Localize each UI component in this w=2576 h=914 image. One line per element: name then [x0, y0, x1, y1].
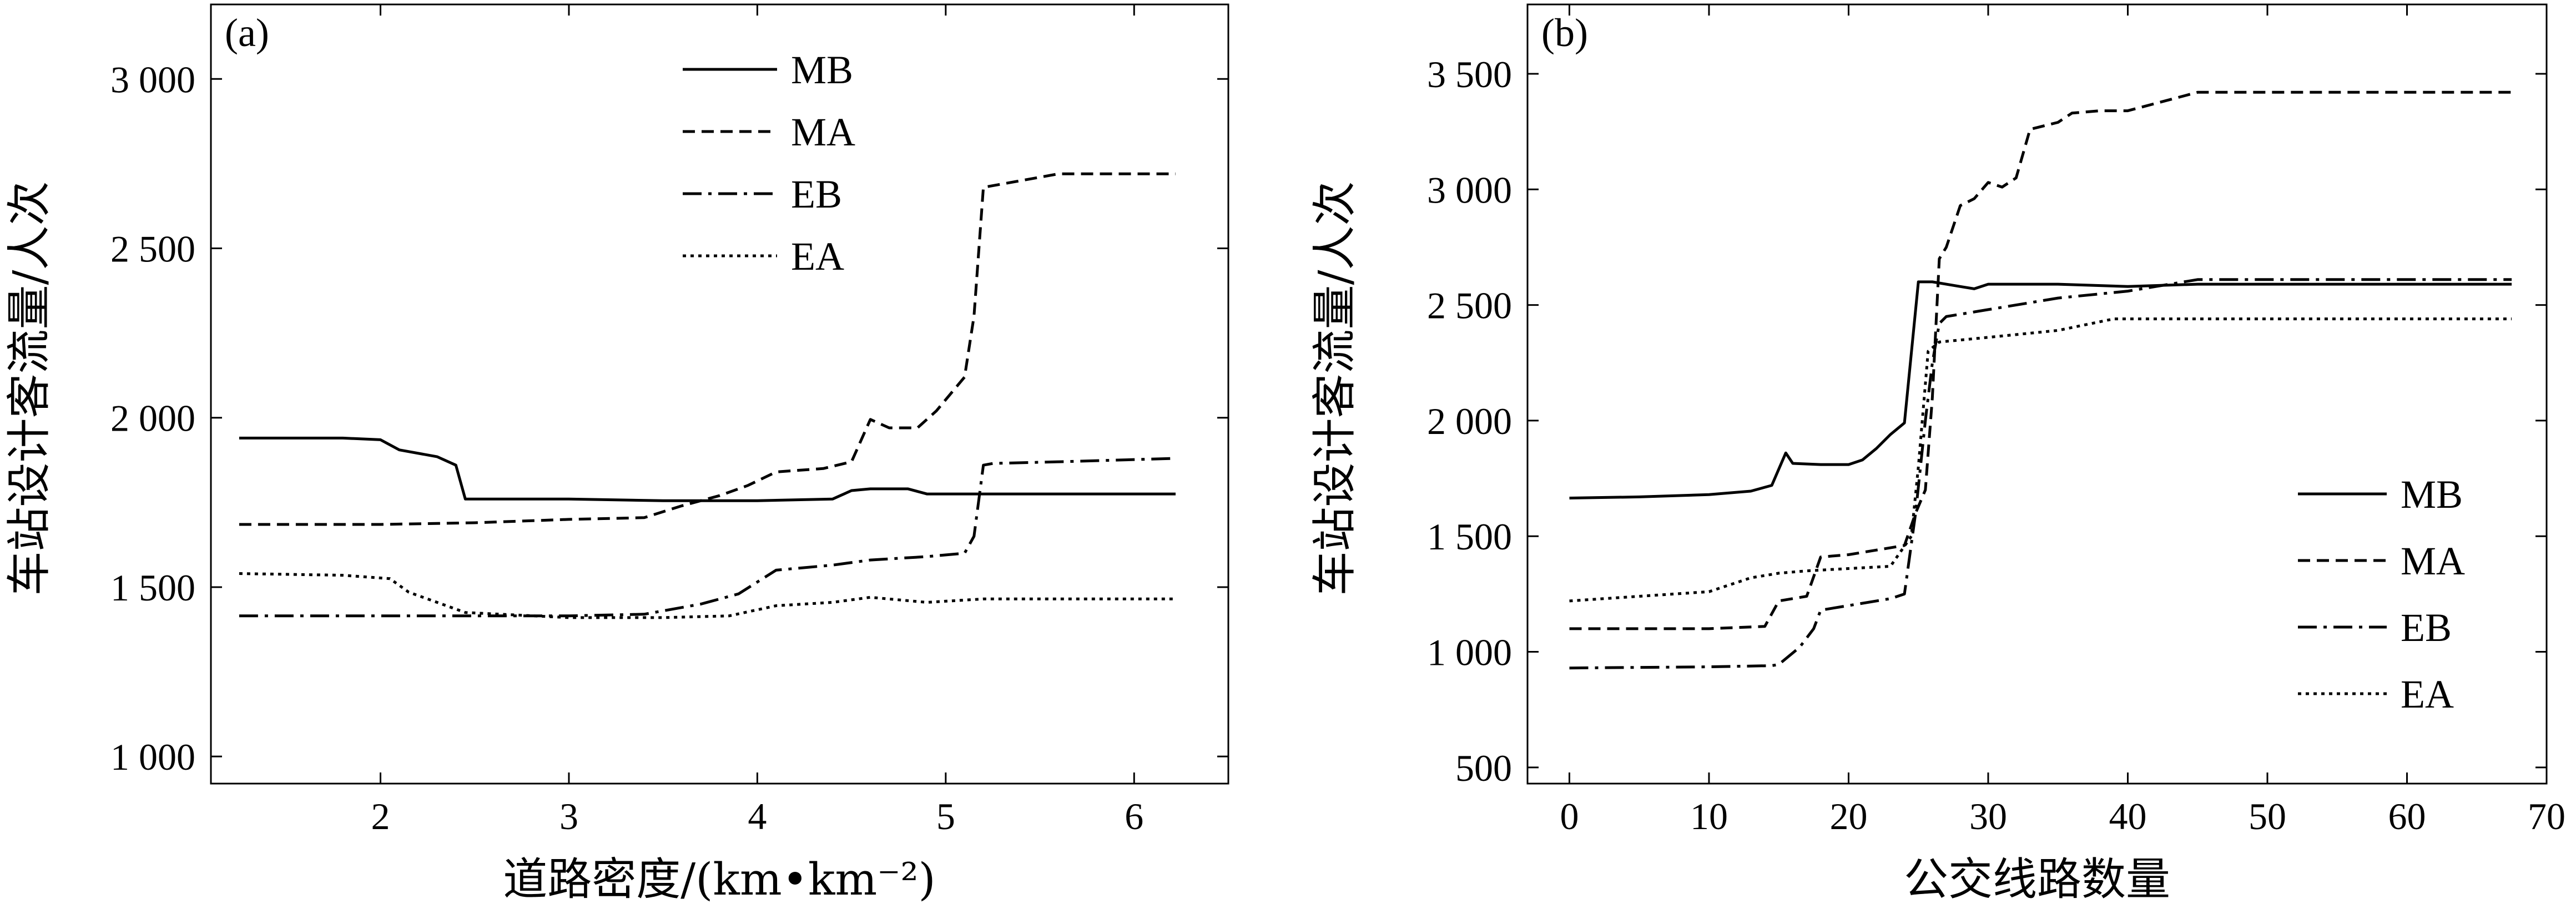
chart-b-x-tick-label: 50 [2249, 795, 2286, 837]
chart-b-x-axis-label: 公交线路数量 [1904, 854, 2170, 905]
chart-b-y-tick-label: 2 000 [1427, 400, 1512, 442]
chart-b-x-tick-label: 70 [2528, 795, 2565, 837]
chart-b-x-tick-label: 30 [1969, 795, 2007, 837]
chart-b-panel-label: (b) [1541, 11, 1588, 55]
chart-a-series-eb-line [239, 457, 1176, 618]
chart-a-y-tick-label: 3 000 [110, 58, 195, 100]
chart-b-x-tick-label: 60 [2388, 795, 2426, 837]
chart-a-series-mb-line [239, 436, 1176, 502]
chart-a-x-tick-label: 4 [748, 795, 767, 837]
chart-b-y-tick-label: 2 500 [1427, 285, 1512, 327]
chart-b-series-eb-line [1569, 278, 2512, 670]
chart-b-y-tick-label: 3 500 [1427, 53, 1512, 95]
chart-b-legend-label-eb: EB [2401, 605, 2452, 650]
chart-a-y-tick-label: 1 500 [110, 567, 195, 609]
chart-b-y-tick-label: 1 500 [1427, 516, 1512, 558]
chart-a-legend-label-ea: EA [791, 234, 844, 279]
chart-b-y-tick-label: 500 [1455, 747, 1512, 789]
chart-b-x-tick-label: 0 [1560, 795, 1579, 837]
chart-b-x-tick-label: 40 [2109, 795, 2146, 837]
chart-b-legend-label-mb: MB [2401, 472, 2463, 517]
chart-b-plot-frame [1526, 3, 2548, 785]
chart-a-legend-label-ma: MA [791, 110, 855, 154]
chart-a-plot-frame [210, 3, 1229, 785]
chart-a-x-tick-label: 6 [1125, 795, 1143, 837]
chart-b-series-ea-line [1569, 317, 2512, 603]
chart-a-legend-label-mb: MB [791, 48, 853, 92]
chart-b-y-tick-label: 3 000 [1427, 169, 1512, 211]
chart-b-y-tick-label: 1 000 [1427, 632, 1512, 674]
chart-a-series-ma-line [239, 172, 1176, 526]
chart-a-y-axis-label: 车站设计客流量/人次 [3, 181, 55, 596]
chart-a-y-tick-label: 1 000 [110, 736, 195, 778]
chart-b-y-axis-label: 车站设计客流量/人次 [1309, 181, 1360, 596]
chart-a-x-tick-label: 3 [559, 795, 578, 837]
chart-a-legend-label-eb: EB [791, 172, 842, 216]
chart-a-y-tick-label: 2 000 [110, 397, 195, 440]
chart-a-x-axis-label: 道路密度/(km•km⁻²) [503, 854, 936, 905]
chart-b-x-tick-label: 20 [1829, 795, 1867, 837]
chart-a-series-ea-line [239, 572, 1176, 619]
chart-a-x-tick-label: 2 [371, 795, 390, 837]
chart-a-x-tick-label: 5 [936, 795, 955, 837]
chart-b-legend-label-ma: MA [2401, 539, 2465, 583]
chart-panel-a: 2 3 4 5 6 1 000 1 500 2 000 2 500 3 000 (a) 车站设计客流量… [3, 3, 1229, 905]
chart-b-legend-label-ea: EA [2401, 672, 2454, 716]
chart-a-panel-label: (a) [225, 11, 269, 55]
chart-b-series-mb-line [1569, 280, 2512, 499]
chart-a-y-tick-label: 2 500 [110, 228, 195, 270]
chart-panel-b: 0 10 20 30 40 50 60 70 500 1 000 1 500 2 000 2 500 3 … [1309, 3, 2565, 905]
chart-b-series-ma-line [1569, 90, 2512, 630]
chart-b-x-tick-label: 10 [1690, 795, 1728, 837]
